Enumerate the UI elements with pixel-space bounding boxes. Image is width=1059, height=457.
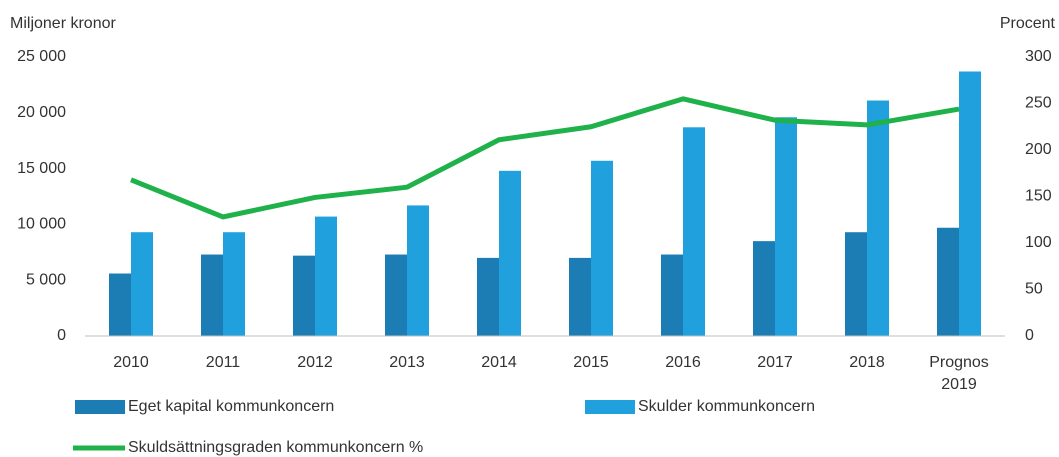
legend-label: Eget kapital kommunkoncern [128, 398, 334, 415]
bar [591, 160, 613, 336]
x-tick-label: 2013 [389, 354, 425, 371]
y2-tick-label: 250 [1025, 95, 1052, 112]
bar [753, 241, 775, 336]
bar [937, 227, 959, 336]
y2-tick-label: 200 [1025, 141, 1052, 158]
bar [407, 205, 429, 336]
bar [661, 254, 683, 336]
legend-swatch [585, 400, 635, 414]
y-tick-label: 25 000 [17, 48, 66, 65]
bar [845, 232, 867, 336]
bar [683, 127, 705, 336]
y-tick-label: 0 [57, 327, 66, 344]
bar [775, 117, 797, 336]
bar [867, 100, 889, 336]
y2-tick-label: 0 [1025, 327, 1034, 344]
y-axis-label: Miljoner kronor [10, 15, 116, 32]
x-tick-label: 2015 [573, 354, 609, 371]
bar [959, 71, 981, 337]
bar [201, 254, 223, 336]
bar [477, 257, 499, 336]
legend-label: Skulder kommunkoncern [638, 398, 815, 415]
legend-swatch [75, 400, 125, 414]
x-tick-label: 2012 [297, 354, 333, 371]
y-tick-label: 5 000 [26, 271, 66, 288]
bar [385, 254, 407, 336]
bar [315, 216, 337, 336]
line [130, 96, 960, 220]
y-tick-label: 15 000 [17, 160, 66, 177]
bar [499, 170, 521, 336]
y2-tick-label: 100 [1025, 234, 1052, 251]
y2-tick-label: 50 [1025, 281, 1043, 298]
legend-label: Skuldsättningsgraden kommunkoncern % [128, 439, 423, 456]
bar [109, 273, 131, 336]
x-tick-label: 2010 [113, 354, 149, 371]
y2-tick-label: 150 [1025, 188, 1052, 205]
bar [569, 257, 591, 336]
bar [293, 255, 315, 336]
y2-tick-label: 300 [1025, 48, 1052, 65]
bar [131, 232, 153, 336]
x-tick-label: 2011 [205, 354, 241, 371]
x-tick-label: Prognos 2019 [929, 354, 989, 393]
bar [223, 232, 245, 336]
x-tick-label: 2017 [757, 354, 793, 371]
x-tick-label: 2018 [849, 354, 885, 371]
y2-axis-label: Procent [1000, 15, 1056, 32]
y-tick-label: 20 000 [17, 104, 66, 121]
x-tick-label: 2016 [665, 354, 701, 371]
y-tick-label: 10 000 [17, 216, 66, 233]
x-tick-label: 2014 [481, 354, 517, 371]
